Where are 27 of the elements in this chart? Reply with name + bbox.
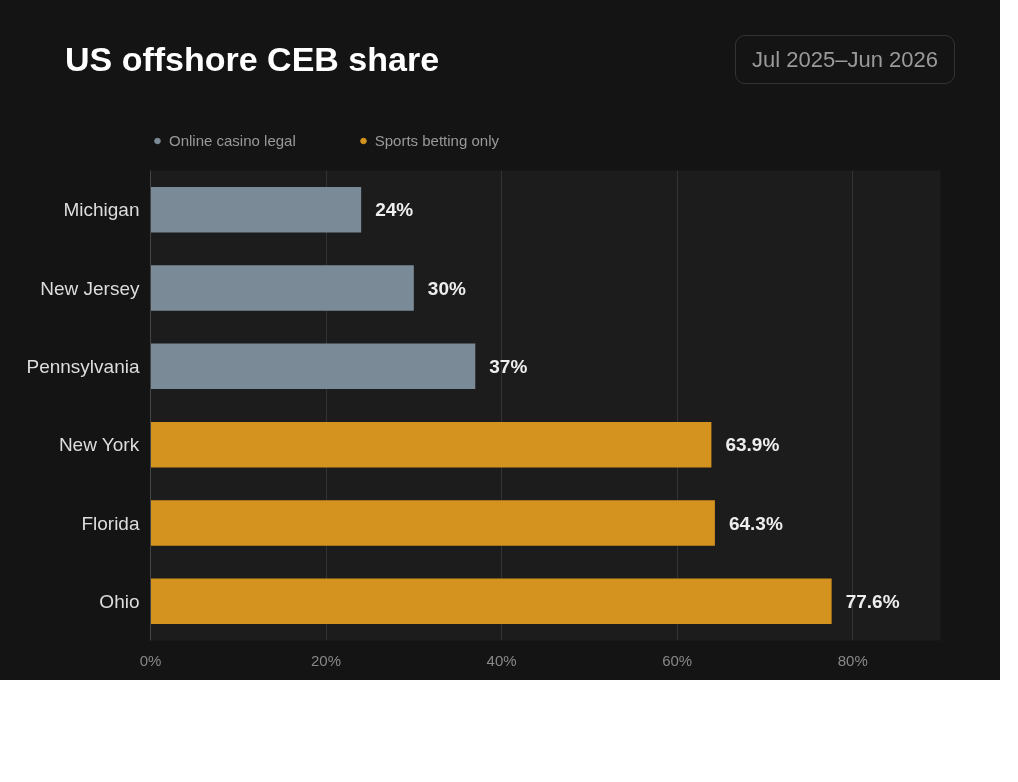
data-label: 64.3%: [728, 512, 783, 534]
x-tick-label: 80%: [837, 651, 868, 669]
data-label: 30%: [427, 277, 466, 299]
x-tick-label: 0%: [139, 651, 162, 669]
y-tick-label: Florida: [81, 512, 140, 534]
bar: [150, 265, 414, 311]
legend-label: Sports betting only: [374, 131, 499, 149]
y-tick-label: New York: [58, 434, 140, 456]
x-tick-label: 40%: [486, 651, 517, 669]
y-tick-label: Michigan: [63, 199, 140, 221]
y-tick-label: Ohio: [99, 590, 140, 612]
bar: [150, 343, 476, 390]
data-label: 63.9%: [725, 434, 780, 456]
bar: [150, 500, 715, 546]
x-tick-label: 60%: [662, 651, 693, 669]
y-tick-label: Pennsylvania: [26, 355, 140, 377]
bar: [150, 421, 712, 468]
bar: [150, 186, 362, 233]
data-label: 37%: [489, 355, 528, 377]
data-label: 24%: [375, 199, 414, 221]
legend-label: Online casino legal: [169, 131, 296, 149]
x-tick-label: 20%: [311, 651, 342, 669]
y-tick-label: New Jersey: [40, 277, 140, 299]
chart-subtitle: Jul 2025–Jun 2026: [735, 35, 955, 85]
chart-title: US offshore CEB share: [65, 39, 440, 81]
data-label: 77.6%: [845, 590, 900, 612]
bar: [150, 578, 832, 625]
